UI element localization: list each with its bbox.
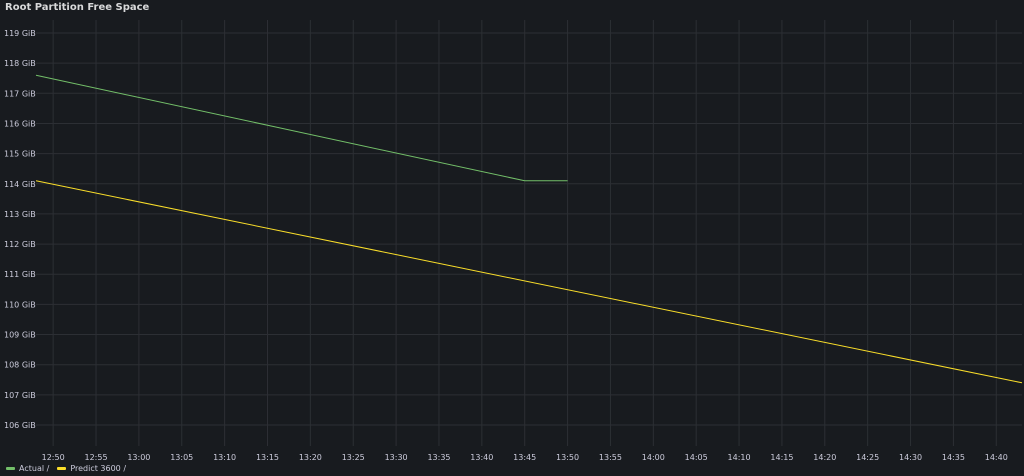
x-tick-label: 14:05: [685, 453, 708, 462]
series-lines: [35, 74, 1023, 384]
x-tick-label: 13:00: [127, 453, 150, 462]
x-tick-label: 13:35: [427, 453, 450, 462]
y-tick-label: 117 GiB: [4, 89, 36, 98]
y-tick-label: 111 GiB: [4, 270, 36, 279]
x-tick-label: 13:25: [342, 453, 365, 462]
x-tick-label: 14:30: [899, 453, 922, 462]
x-tick-label: 13:45: [513, 453, 536, 462]
x-tick-label: 12:50: [42, 453, 65, 462]
x-tick-label: 13:05: [170, 453, 193, 462]
y-tick-label: 115 GiB: [4, 150, 36, 159]
x-tick-label: 13:50: [556, 453, 579, 462]
y-tick-label: 106 GiB: [4, 421, 36, 430]
x-tick-label: 13:30: [385, 453, 408, 462]
legend-label-predict: Predict 3600 /: [70, 464, 127, 473]
panel-title: Root Partition Free Space: [5, 2, 150, 13]
x-tick-label: 14:35: [942, 453, 965, 462]
legend-label-actual: Actual /: [19, 464, 50, 473]
y-tick-label: 110 GiB: [4, 300, 36, 309]
legend-swatch-actual: [6, 467, 15, 470]
grid-lines: [36, 20, 1022, 446]
y-axis-ticks: 106 GiB 107 GiB 108 GiB 109 GiB 110 GiB 111 G…: [4, 29, 36, 430]
x-tick-label: 12:55: [84, 453, 107, 462]
legend-swatch-predict: [57, 467, 67, 470]
y-tick-label: 118 GiB: [4, 59, 36, 68]
x-tick-label: 14:20: [813, 453, 836, 462]
y-tick-label: 112 GiB: [4, 240, 36, 249]
y-tick-label: 107 GiB: [4, 391, 36, 400]
y-tick-label: 116 GiB: [4, 119, 36, 128]
series-line-predict[interactable]: [35, 180, 1023, 384]
series-line-actual[interactable]: [35, 74, 568, 182]
x-tick-label: 13:20: [299, 453, 322, 462]
y-tick-label: 108 GiB: [4, 361, 36, 370]
x-tick-label: 14:15: [770, 453, 793, 462]
x-tick-label: 14:40: [985, 453, 1008, 462]
x-tick-label: 14:00: [642, 453, 665, 462]
legend: Actual / Predict 3600 /: [6, 464, 126, 473]
y-tick-label: 114 GiB: [4, 180, 36, 189]
x-tick-label: 13:15: [256, 453, 279, 462]
y-tick-label: 113 GiB: [4, 210, 36, 219]
x-axis-ticks: 12:50 12:55 13:00 13:05 13:10 13:15 13:20 13:25…: [42, 453, 1008, 462]
legend-item-predict[interactable]: Predict 3600 /: [57, 464, 126, 473]
x-tick-label: 13:10: [213, 453, 236, 462]
y-tick-label: 119 GiB: [4, 29, 36, 38]
x-tick-label: 14:10: [728, 453, 751, 462]
y-tick-label: 109 GiB: [4, 331, 36, 340]
x-tick-label: 13:40: [470, 453, 493, 462]
x-tick-label: 13:55: [599, 453, 622, 462]
x-tick-label: 14:25: [856, 453, 879, 462]
legend-item-actual[interactable]: Actual /: [6, 464, 49, 473]
